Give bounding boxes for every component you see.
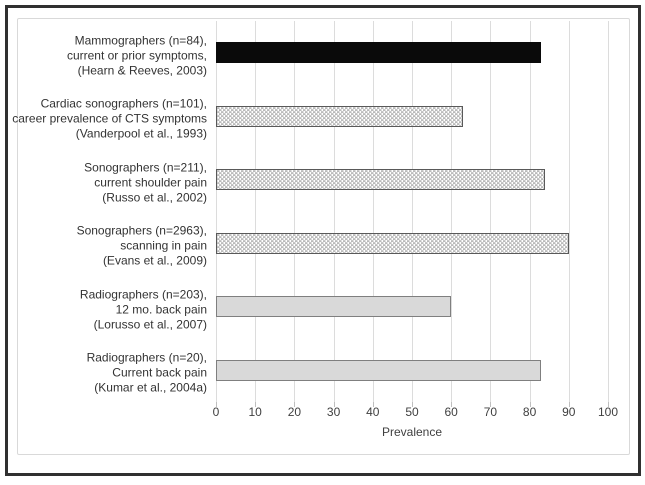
category-label-line: Current back pain	[112, 365, 207, 380]
x-tick-label: 0	[212, 405, 220, 419]
axis-tick-mark	[333, 402, 335, 407]
axis-tick-mark	[255, 402, 257, 407]
x-tick-label: 30	[326, 405, 341, 419]
axis-tick-mark	[608, 402, 609, 407]
axis-tick-mark	[451, 402, 453, 407]
category-label-line: scanning in pain	[120, 238, 207, 253]
category-label-line: (Evans et al., 2009)	[102, 253, 207, 268]
x-tick-label: 50	[405, 405, 419, 419]
category-label: Sonographers (n=211), current shoulder pa…	[84, 160, 207, 205]
axis-tick-mark	[294, 402, 296, 407]
category-label-line: Sonographers (n=2963),	[76, 223, 207, 238]
bar	[216, 105, 463, 127]
category-label-line: current shoulder pain	[94, 175, 207, 190]
category-label-line: (Russo et al., 2002)	[102, 190, 207, 205]
category-label-line: 12 mo. back pain	[115, 302, 207, 317]
x-tick-label: 20	[287, 405, 302, 419]
category-label: Radiographers (n=20), Current back pain (K…	[87, 351, 207, 396]
dash-pattern-fill	[217, 170, 545, 190]
dash-pattern-fill	[217, 106, 462, 126]
category-label: Radiographers (n=203), 12 mo. back pain (L…	[80, 287, 207, 332]
bar	[216, 232, 569, 254]
category-label-line: current or prior symptoms,	[66, 48, 207, 63]
gridline	[490, 21, 492, 402]
category-label: Cardiac sonographers (n=101), career prev…	[12, 97, 207, 142]
axis-tick-mark	[568, 402, 570, 407]
gridline	[294, 21, 296, 402]
category-label-line: Cardiac sonographers (n=101),	[40, 96, 207, 111]
x-tick-label: 90	[562, 405, 576, 419]
category-label-line: (Kumar et al., 2004a)	[94, 380, 207, 395]
gridline	[568, 21, 570, 402]
gridline	[412, 21, 413, 402]
gridline	[255, 21, 257, 402]
gridline	[529, 21, 531, 402]
x-tick-label: 70	[483, 405, 498, 419]
axis-tick-mark	[490, 402, 492, 407]
category-label-line: Mammographers (n=84),	[74, 33, 207, 48]
axis-tick-mark	[372, 402, 374, 407]
gridline	[216, 21, 217, 402]
figure-outer-border	[5, 5, 641, 476]
x-tick-label: 80	[522, 405, 537, 419]
category-label-line: (Lorusso et al., 2007)	[93, 317, 207, 332]
category-label-line: career prevalence of CTS symptoms	[12, 111, 207, 126]
x-tick-label: 10	[248, 405, 262, 419]
category-label-line: Sonographers (n=211),	[84, 160, 207, 175]
bar	[216, 42, 542, 64]
x-axis-title: Prevalence	[381, 425, 443, 439]
x-tick-label: 60	[444, 405, 458, 419]
gridline	[608, 21, 609, 402]
gridline	[372, 21, 374, 402]
category-label: Sonographers (n=2963), scanning in pain (E…	[77, 224, 207, 269]
dash-pattern-fill	[217, 233, 568, 253]
gridline	[451, 21, 453, 402]
category-label-line: Radiographers (n=20),	[86, 350, 207, 365]
bar	[216, 359, 542, 381]
gridline	[333, 21, 335, 402]
axis-tick-mark	[216, 402, 217, 407]
x-tick-label: 40	[366, 405, 380, 419]
x-tick-label: 100	[597, 405, 619, 419]
category-label-line: Radiographers (n=203),	[79, 287, 207, 302]
axis-tick-mark	[412, 402, 413, 407]
category-label-line: (Hearn & Reeves, 2003)	[77, 63, 207, 78]
category-label: Mammographers (n=84), current or prior sy…	[67, 33, 207, 78]
category-label-line: (Vanderpool et al., 1993)	[75, 126, 207, 141]
axis-tick-mark	[529, 402, 531, 407]
bar	[216, 296, 452, 318]
bar	[216, 169, 546, 191]
